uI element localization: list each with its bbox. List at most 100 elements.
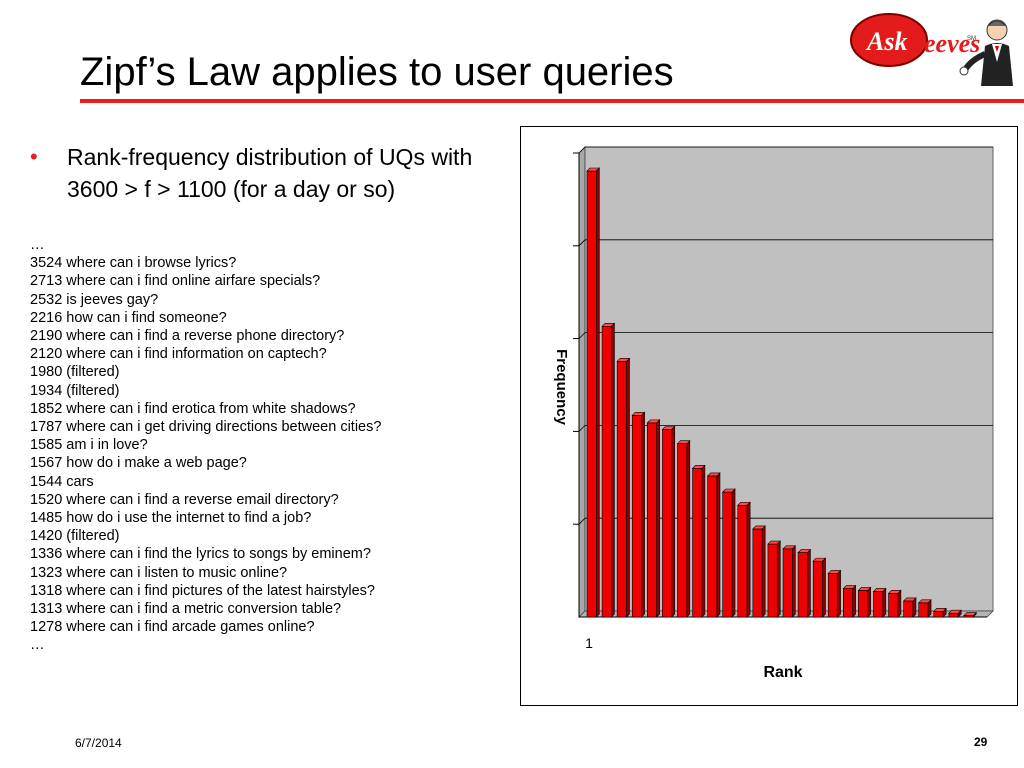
bar-front xyxy=(888,593,899,618)
bar-top xyxy=(661,426,676,430)
bar xyxy=(661,425,676,618)
bar xyxy=(691,464,706,618)
list-item: 1420 (filtered) xyxy=(30,528,120,545)
bullet-text: Rank-frequency distribution of UQs with … xyxy=(67,144,473,202)
list-item: 2216 how can i find someone? xyxy=(30,309,227,326)
bar-top xyxy=(676,440,691,445)
x-axis-label: Rank xyxy=(763,664,802,681)
bar xyxy=(917,599,932,618)
list-item: 1485 how do i use the internet to find a… xyxy=(30,510,312,527)
bar-front xyxy=(918,602,929,618)
bar xyxy=(812,557,827,618)
bar-side xyxy=(867,586,872,618)
bar-side xyxy=(822,557,826,618)
bar-top xyxy=(616,358,631,362)
bar-top xyxy=(827,570,842,574)
page-title: Zipf’s Law applies to user queries xyxy=(80,50,674,94)
list-item: 2190 where can i find a reverse phone di… xyxy=(30,328,345,345)
gridline-side xyxy=(578,146,586,154)
bar-front xyxy=(616,361,627,618)
bar xyxy=(616,357,631,618)
gridline-side xyxy=(578,425,586,432)
gridline-side xyxy=(578,517,586,525)
bar-top xyxy=(842,585,857,589)
query-list: … 3524 where can i browse lyrics? 2713 w… xyxy=(30,236,490,655)
chart-frame: 1 Rank Frequency xyxy=(520,126,1018,706)
bar-top xyxy=(933,608,947,612)
bar-side xyxy=(701,464,706,618)
bar xyxy=(948,609,962,618)
bar xyxy=(887,589,902,618)
list-item: 1585 am i in love? xyxy=(30,437,148,454)
bar xyxy=(737,501,751,618)
bar xyxy=(601,322,616,618)
bar xyxy=(752,525,766,618)
bar-side xyxy=(641,411,645,618)
bar-side xyxy=(731,488,736,618)
bar-front xyxy=(843,588,853,618)
bar-front xyxy=(647,422,657,618)
bar-top xyxy=(767,540,781,545)
bar-top xyxy=(948,609,962,614)
bar xyxy=(721,488,736,618)
bar xyxy=(646,419,661,618)
bar-front xyxy=(722,491,733,618)
plot-back-wall xyxy=(584,146,994,612)
bar-side xyxy=(626,357,630,618)
list-item: 1313 where can i find a metric conversio… xyxy=(30,601,342,618)
bar-front xyxy=(948,612,959,618)
butler-illustration-icon xyxy=(959,19,1013,86)
list-item: 1934 (filtered) xyxy=(30,382,120,399)
bar-top xyxy=(917,599,932,604)
bar-top xyxy=(857,587,872,591)
bar-side xyxy=(671,425,676,618)
bar-front xyxy=(752,528,763,618)
bar-top xyxy=(963,612,977,616)
bar xyxy=(797,548,812,618)
bar-top xyxy=(872,588,887,592)
list-item: 1318 where can i find pictures of the la… xyxy=(30,582,375,599)
gridline-side xyxy=(578,332,586,339)
bar-side xyxy=(716,472,721,618)
bar-side xyxy=(656,419,660,618)
bar-side xyxy=(837,569,841,618)
logo-service-mark: SM xyxy=(967,36,976,42)
bar-side xyxy=(882,587,887,618)
bar-side xyxy=(761,525,766,618)
list-item: 1544 cars xyxy=(30,473,94,490)
x-tick-label: 1 xyxy=(585,635,593,651)
bar-top xyxy=(782,545,797,550)
title-divider xyxy=(80,99,1024,103)
logo-text-jeeves: Jeeves xyxy=(910,29,980,58)
list-item: … xyxy=(30,237,45,253)
bar-top xyxy=(601,322,616,327)
list-item: … xyxy=(30,637,45,654)
bar-front xyxy=(662,429,673,618)
bar-front xyxy=(812,560,823,618)
bar-top xyxy=(721,488,736,493)
bar-top xyxy=(646,419,661,424)
bar-top xyxy=(812,557,827,562)
bar-side xyxy=(611,322,615,618)
bar-front xyxy=(858,590,869,618)
bar-side xyxy=(807,548,811,618)
bar xyxy=(842,584,857,618)
bar-top xyxy=(691,465,706,469)
bar-front xyxy=(692,468,703,618)
bar-front xyxy=(737,504,748,618)
bar-front xyxy=(933,611,944,618)
bar-front xyxy=(767,543,778,618)
footer-date: 6/7/2014 xyxy=(75,736,122,750)
list-item: 1567 how do i make a web page? xyxy=(30,455,247,472)
list-item: 1787 where can i get driving directions … xyxy=(30,419,382,436)
bar xyxy=(963,611,977,618)
bar-side xyxy=(852,584,856,618)
list-item: 1278 where can i find arcade games onlin… xyxy=(30,619,315,636)
bar xyxy=(902,597,917,618)
list-item: 1852 where can i find erotica from white… xyxy=(30,400,356,417)
bar xyxy=(857,586,872,618)
bar-front xyxy=(677,443,688,618)
bullet-marker: • xyxy=(30,144,38,169)
bar-front xyxy=(631,415,642,618)
bar xyxy=(676,439,691,618)
